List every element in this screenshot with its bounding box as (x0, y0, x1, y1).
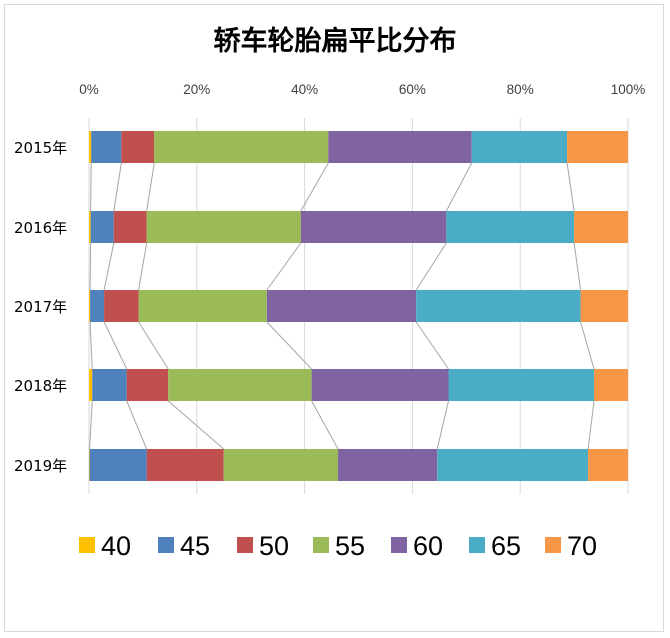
bar-segment (446, 211, 575, 243)
bar-segment (223, 449, 339, 481)
bar-segment (89, 131, 92, 163)
bar-segment (580, 290, 628, 322)
bar-segment (89, 211, 91, 243)
bar-segment (91, 131, 122, 163)
legend-swatch (79, 537, 95, 553)
series-line (436, 400, 449, 450)
legend-swatch (391, 537, 407, 553)
series-line (89, 321, 93, 370)
legend-swatch (469, 537, 485, 553)
legend-swatch (237, 537, 253, 553)
x-tick-label: 60% (399, 82, 426, 97)
bar-segment (138, 290, 267, 322)
series-line (89, 242, 92, 291)
series-line (445, 162, 473, 212)
series-line (266, 242, 302, 291)
bar-segment (104, 290, 139, 322)
series-line (266, 321, 312, 370)
x-tick-label: 80% (507, 82, 534, 97)
series-line (415, 321, 449, 370)
bar-segment (146, 211, 301, 243)
series-line (580, 321, 595, 370)
series-line (566, 162, 575, 212)
series-lines (89, 162, 595, 450)
bar-segment (594, 369, 628, 401)
x-tick-label: 100% (611, 82, 646, 97)
legend-label: 45 (180, 531, 210, 561)
bar-segment (146, 449, 224, 481)
x-axis-ticks: 0% 20% 40% 60% 80% 100% (79, 82, 645, 97)
bar-segment (437, 449, 589, 481)
bar-segment (588, 449, 628, 481)
bar-segment (89, 449, 90, 481)
bar-segment (90, 290, 105, 322)
bar-segment (448, 369, 595, 401)
bar-segment (154, 131, 329, 163)
series-line (311, 400, 339, 450)
category-label: 2018年 (14, 377, 67, 395)
bar-segment (266, 290, 417, 322)
bar-segment (113, 211, 147, 243)
legend-swatch (313, 537, 329, 553)
category-label: 2015年 (14, 139, 67, 157)
legend-label: 70 (567, 531, 597, 561)
bar-segment (300, 211, 447, 243)
bar-segment (90, 211, 114, 243)
bar-segment (471, 131, 568, 163)
legend: 40 45 50 55 60 65 70 (79, 531, 597, 561)
series-line (146, 162, 155, 212)
series-line (300, 162, 329, 212)
legend-label: 50 (259, 531, 289, 561)
legend-label: 65 (491, 531, 521, 561)
bar-segment (126, 369, 169, 401)
bar-segment (89, 449, 147, 481)
series-line (587, 400, 595, 450)
series-line (103, 242, 115, 291)
bars (89, 131, 628, 481)
bar-segment (328, 131, 472, 163)
bar-segment (416, 290, 581, 322)
legend-swatch (158, 537, 174, 553)
series-line (415, 242, 447, 291)
x-tick-label: 20% (183, 82, 210, 97)
x-tick-label: 40% (291, 82, 318, 97)
bar-segment (567, 131, 628, 163)
bar-segment (311, 369, 449, 401)
series-line (167, 400, 225, 450)
legend-label: 55 (335, 531, 365, 561)
legend-swatch (545, 537, 561, 553)
series-line (90, 162, 92, 212)
bar-segment (92, 369, 127, 401)
series-line (113, 162, 122, 212)
series-line (126, 400, 148, 450)
series-line (573, 242, 582, 291)
x-tick-label: 0% (79, 82, 99, 97)
bar-segment (338, 449, 438, 481)
chart-title: 轿车轮胎扁平比分布 (214, 25, 457, 57)
series-line (89, 400, 93, 450)
series-line (138, 321, 169, 370)
y-axis-categories: 2015年 2016年 2017年 2018年 2019年 (14, 139, 67, 475)
bar-segment (121, 131, 155, 163)
legend-label: 40 (101, 531, 131, 561)
bar-segment (168, 369, 312, 401)
series-line (138, 242, 148, 291)
series-line (103, 321, 128, 370)
legend-label: 60 (413, 531, 443, 561)
bar-segment (574, 211, 628, 243)
category-label: 2017年 (14, 298, 67, 316)
bar-segment (89, 290, 91, 322)
category-label: 2016年 (14, 219, 67, 237)
category-label: 2019年 (14, 457, 67, 475)
bar-segment (89, 369, 93, 401)
